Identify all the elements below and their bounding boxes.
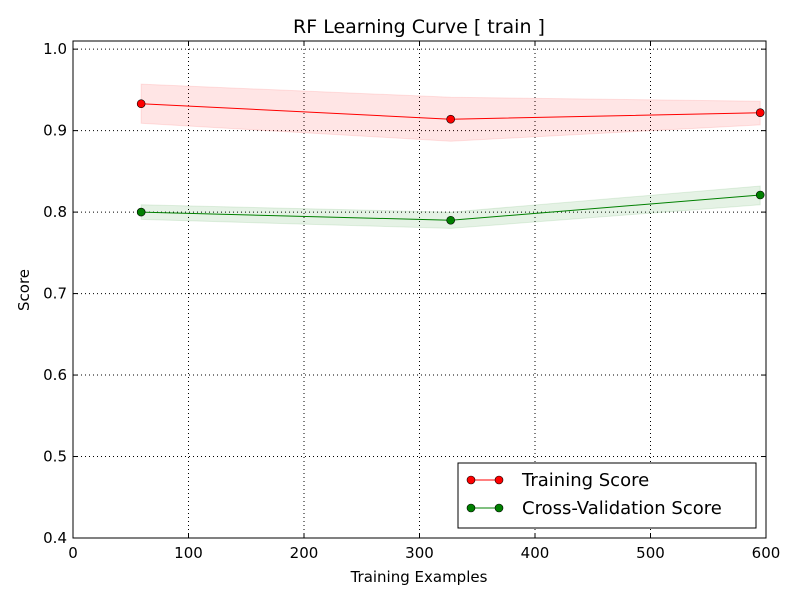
chart-title: RF Learning Curve [ train ]: [293, 16, 545, 38]
legend-marker-training: [494, 475, 504, 485]
x-tick-label: 500: [636, 544, 665, 562]
legend: Training Score Cross-Validation Score: [457, 462, 757, 529]
cross-validation-score-point: [136, 207, 146, 217]
legend-label-training: Training Score: [521, 470, 649, 491]
confidence-bands: [140, 83, 761, 229]
training-score-point: [755, 108, 765, 117]
x-tick-labels: 0 100 200 300 400 500 600: [68, 544, 780, 562]
legend-label-cross-validation: Cross-Validation Score: [522, 498, 722, 519]
legend-marker-cross-validation: [466, 503, 476, 513]
y-axis-label: Score: [15, 269, 33, 311]
axis-ticks: [72, 41, 767, 539]
x-tick-label: 200: [290, 544, 319, 562]
x-tick-label: 300: [405, 544, 434, 562]
x-tick-label: 100: [174, 544, 203, 562]
cross-validation-score-point: [755, 190, 765, 200]
x-tick-label: 600: [752, 544, 781, 562]
y-tick-label: 0.8: [43, 203, 67, 221]
y-tick-labels: 0.4 0.5 0.6 0.7 0.8 0.9 1.0: [43, 40, 67, 547]
training-score-point: [446, 114, 455, 124]
y-tick-label: 0.7: [43, 285, 67, 303]
x-axis-label: Training Examples: [350, 568, 488, 586]
training-score-point: [136, 99, 146, 109]
series-points: [136, 99, 765, 225]
x-tick-label: 0: [68, 544, 78, 562]
grid: [73, 41, 766, 538]
legend-box: [457, 462, 757, 529]
cross-validation-score-point: [446, 215, 455, 225]
training-score-band: [140, 83, 761, 142]
legend-marker-cross-validation: [494, 503, 504, 513]
y-tick-label: 0.5: [43, 448, 67, 466]
cross-validation-score-band: [140, 185, 761, 229]
y-tick-label: 0.6: [43, 366, 67, 384]
y-tick-label: 0.4: [43, 529, 67, 547]
y-tick-label: 0.9: [43, 122, 67, 140]
legend-marker-training: [466, 475, 476, 485]
x-tick-label: 400: [521, 544, 550, 562]
y-tick-label: 1.0: [43, 40, 67, 58]
